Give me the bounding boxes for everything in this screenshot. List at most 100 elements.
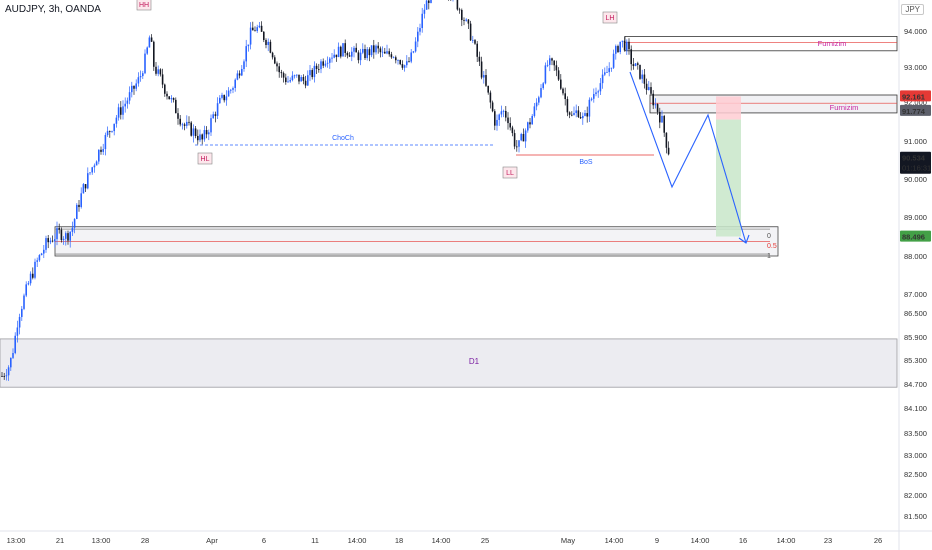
candle-body	[362, 49, 364, 53]
candle-body	[406, 61, 408, 66]
candle-body	[5, 375, 8, 377]
candle-body	[469, 23, 472, 41]
candle-body	[82, 184, 85, 194]
candle-body	[564, 93, 566, 100]
candle-body	[106, 131, 109, 136]
candle-body	[553, 60, 555, 66]
candle-body	[16, 327, 19, 336]
fib-label-05: 0.5	[767, 243, 777, 250]
candle-body	[463, 19, 465, 21]
candle-body	[3, 376, 5, 377]
zones-layer	[0, 36, 898, 388]
candle-body	[632, 64, 635, 66]
label-ll-box	[502, 166, 518, 179]
candle-body	[370, 45, 373, 56]
candle-body	[395, 57, 397, 61]
candle-body	[298, 74, 300, 82]
time-tick-label: 21	[56, 536, 64, 545]
candle-body	[111, 131, 113, 132]
candle-body	[102, 149, 104, 152]
candle-body	[458, 9, 461, 11]
price-tag-target-bg	[900, 230, 931, 242]
choch-label: ChoCh	[332, 135, 354, 142]
candle-body	[241, 68, 243, 76]
candle-body	[190, 122, 192, 136]
candle-body	[40, 253, 43, 256]
candle-body	[128, 92, 131, 101]
candle-body	[419, 28, 421, 32]
price-tick-label: 93.000	[904, 63, 927, 72]
currency-badge[interactable]: JPY	[901, 4, 924, 15]
candle-body	[148, 37, 151, 48]
candle-body	[65, 233, 67, 239]
candle-body	[179, 118, 181, 125]
supply-zone-2	[649, 94, 898, 114]
candle-body	[333, 54, 335, 58]
candle-body	[518, 140, 520, 147]
price-tag-box-bottom: 91.774	[902, 107, 926, 116]
candle-body	[7, 367, 10, 376]
price-axis[interactable]: 94.000 93.000 92.000 91.000 90.000 89.000 88.0…	[898, 0, 931, 550]
candle-body	[562, 88, 564, 94]
candle-body	[232, 88, 234, 90]
candle-body	[120, 107, 122, 115]
candle-body	[599, 83, 602, 92]
candle-body	[267, 41, 269, 45]
time-tick-label: 14:00	[691, 536, 710, 545]
candle-body	[161, 74, 164, 85]
candle-body	[623, 40, 626, 51]
candle-body	[390, 54, 393, 58]
candle-body	[641, 74, 643, 79]
candle-body	[29, 273, 32, 284]
candle-body	[619, 41, 621, 53]
candle-body	[1, 376, 3, 377]
candle-body	[139, 76, 142, 78]
candle-body	[359, 52, 362, 61]
candle-body	[302, 77, 305, 81]
candle-body	[243, 61, 245, 69]
candle-body	[307, 75, 309, 86]
candle-body	[126, 100, 129, 104]
candle-body	[634, 63, 637, 66]
candle-body	[289, 80, 291, 82]
candle-body	[643, 74, 646, 84]
candle-body	[353, 47, 355, 52]
candle-body	[150, 37, 153, 42]
candle-body	[597, 91, 599, 93]
candle-body	[342, 43, 344, 57]
candle-body	[49, 240, 52, 243]
candle-body	[377, 45, 379, 49]
candle-body	[18, 316, 21, 328]
candle-body	[665, 132, 668, 148]
candle-body	[546, 64, 549, 66]
candle-body	[511, 127, 514, 134]
candle-body	[648, 87, 650, 90]
time-tick-label: 18	[395, 536, 403, 545]
candle-body	[476, 43, 478, 57]
candle-body	[25, 284, 27, 296]
candle-body	[188, 121, 190, 123]
candle-body	[368, 49, 371, 56]
candle-body	[560, 79, 562, 89]
time-tick-label: 6	[262, 536, 266, 545]
candle-body	[177, 113, 179, 119]
candle-body	[593, 94, 595, 99]
candle-body	[355, 47, 357, 53]
candle-body	[542, 83, 544, 89]
candle-body	[615, 46, 617, 54]
candle-body	[245, 46, 247, 62]
candle-body	[379, 48, 382, 53]
candle-body	[527, 122, 529, 131]
label-hh: HH	[139, 2, 149, 9]
candle-body	[494, 111, 496, 126]
candle-body	[551, 58, 553, 61]
candle-body	[322, 61, 324, 66]
candle-body	[256, 27, 258, 31]
candle-body	[582, 115, 584, 119]
price-tick-label: 83.000	[904, 451, 927, 460]
candle-body	[223, 94, 225, 101]
price-tick-label: 91.000	[904, 137, 927, 146]
time-axis[interactable]: 13:00 21 13:00 28 Apr 6 11 14:00 18 14:00 25 May 14:…	[0, 530, 932, 545]
candle-body	[329, 58, 331, 63]
